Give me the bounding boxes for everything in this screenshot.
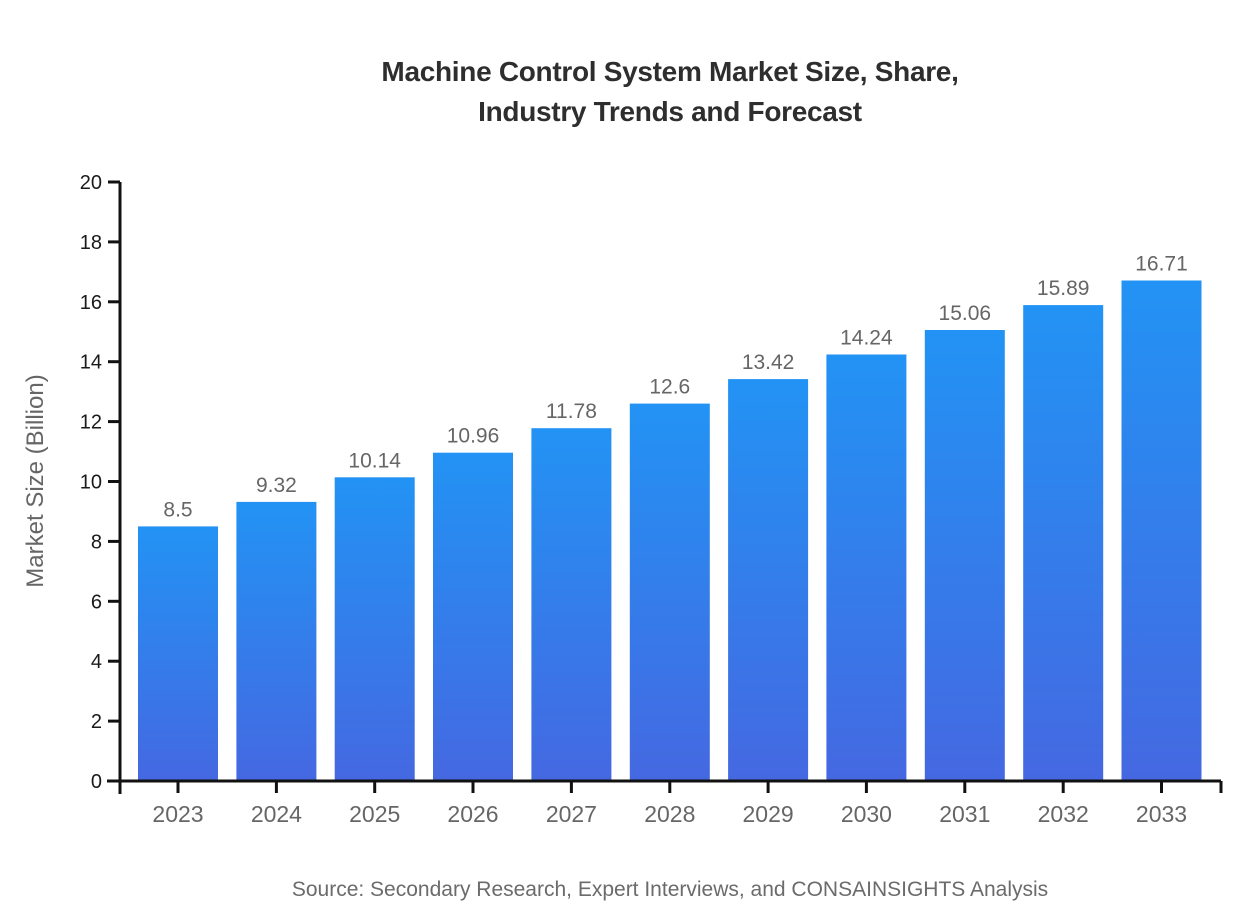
x-tick-label-2028: 2028 <box>644 801 695 827</box>
x-tick-label-2030: 2030 <box>841 801 892 827</box>
x-tick-label-2031: 2031 <box>939 801 990 827</box>
source-note: Source: Secondary Research, Expert Inter… <box>291 878 1049 901</box>
y-tick-label-12: 12 <box>80 412 102 434</box>
chart-title: Machine Control System Market Size, Shar… <box>80 52 1260 132</box>
bar-2033 <box>1121 280 1202 781</box>
chart-title-line2: Industry Trends and Forecast <box>478 96 862 127</box>
bar-value-label-2029: 13.42 <box>742 351 795 374</box>
bar-value-label-2024: 9.32 <box>256 474 297 497</box>
y-tick-label-2: 2 <box>91 711 102 733</box>
bar-2023 <box>138 526 218 781</box>
x-tick-label-2026: 2026 <box>447 801 498 827</box>
chart-title-line1: Machine Control System Market Size, Shar… <box>381 56 959 87</box>
x-tick-label-2024: 2024 <box>251 801 302 827</box>
x-tick-label-2033: 2033 <box>1136 801 1187 827</box>
bar-2024 <box>236 501 317 781</box>
bar-2030 <box>826 354 907 781</box>
y-tick-label-4: 4 <box>91 651 102 673</box>
bar-value-label-2032: 15.89 <box>1037 277 1090 300</box>
y-tick-label-14: 14 <box>80 352 102 374</box>
bar-2025 <box>334 477 415 781</box>
y-tick-label-10: 10 <box>80 472 102 494</box>
y-tick-label-20: 20 <box>80 172 102 194</box>
x-tick-label-2027: 2027 <box>546 801 597 827</box>
bar-value-label-2027: 11.78 <box>546 400 597 423</box>
y-tick-label-6: 6 <box>91 591 102 613</box>
bar-2027 <box>531 428 612 781</box>
bar-value-label-2030: 14.24 <box>840 327 893 350</box>
bar-2029 <box>728 379 809 781</box>
x-tick-label-2032: 2032 <box>1038 801 1089 827</box>
bar-value-label-2025: 10.14 <box>348 449 401 472</box>
y-tick-label-8: 8 <box>91 531 102 553</box>
bar-2028 <box>629 403 710 781</box>
bar-2026 <box>433 452 513 781</box>
bar-value-label-2023: 8.5 <box>163 498 192 521</box>
bar-2031 <box>924 330 1005 781</box>
x-tick-label-2023: 2023 <box>152 801 203 827</box>
x-tick-label-2025: 2025 <box>349 801 400 827</box>
bar-value-label-2028: 12.6 <box>649 376 690 399</box>
y-tick-label-18: 18 <box>80 232 102 254</box>
bar-value-label-2031: 15.06 <box>939 302 992 325</box>
x-tick-label-2029: 2029 <box>743 801 794 827</box>
y-tick-label-16: 16 <box>80 292 102 314</box>
y-tick-label-0: 0 <box>91 771 102 793</box>
bar-value-label-2026: 10.96 <box>447 425 500 448</box>
bar-value-label-2033: 16.71 <box>1135 253 1188 276</box>
bar-2032 <box>1023 305 1104 781</box>
